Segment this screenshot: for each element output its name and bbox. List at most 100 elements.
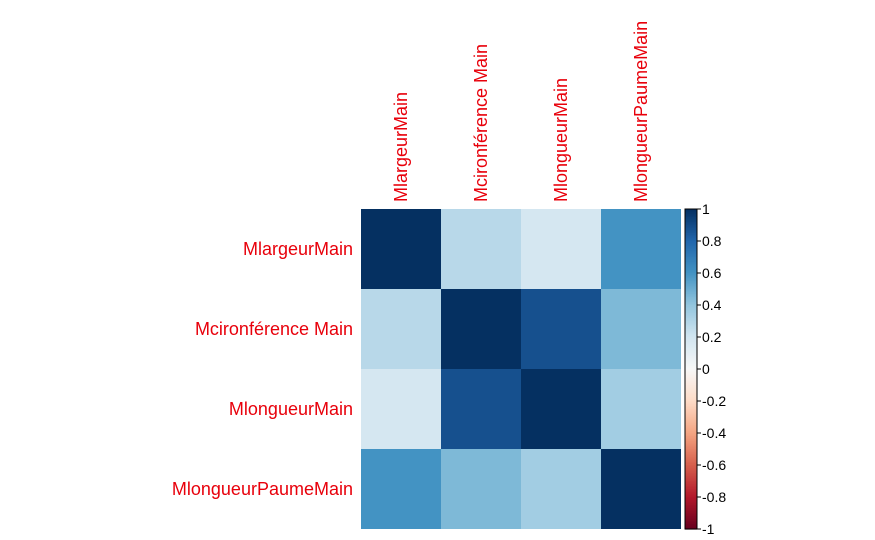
colorbar-segment <box>685 236 697 239</box>
colorbar-segment <box>685 418 697 421</box>
colorbar-segment <box>685 361 697 364</box>
colorbar-segment <box>685 410 697 413</box>
colorbar-segment <box>685 314 697 317</box>
colorbar-segment <box>685 405 697 408</box>
colorbar-segment <box>685 493 697 496</box>
colorbar-segment <box>685 298 697 301</box>
colorbar-segment <box>685 482 697 485</box>
row-label: Mcironférence Main <box>195 319 353 339</box>
colorbar-segment <box>685 321 697 324</box>
colorbar-segment <box>685 220 697 223</box>
colorbar-segment <box>685 349 697 352</box>
colorbar-segment <box>685 234 697 237</box>
colorbar-segment <box>685 217 697 220</box>
colorbar-segment <box>685 402 697 405</box>
colorbar-segment <box>685 505 697 508</box>
colorbar-segment <box>685 223 697 226</box>
colorbar-segment <box>685 293 697 296</box>
colorbar-segment <box>685 365 697 368</box>
colorbar-segment <box>685 303 697 306</box>
colorbar-segment <box>685 305 697 308</box>
colorbar-segment <box>685 279 697 282</box>
colorbar-segment <box>685 431 697 434</box>
colorbar-segment <box>685 343 697 346</box>
colorbar-segment <box>685 309 697 312</box>
colorbar-segment <box>685 332 697 335</box>
colorbar-segment <box>685 255 697 258</box>
colorbar-segment <box>685 226 697 229</box>
colorbar-segment <box>685 242 697 245</box>
colorbar-segment <box>685 412 697 415</box>
colorbar-segment <box>685 439 697 442</box>
colorbar-segment <box>685 277 697 280</box>
colorbar-segment <box>685 457 697 460</box>
colorbar-segment <box>685 377 697 380</box>
colorbar-segment <box>685 273 697 276</box>
colorbar-segment <box>685 516 697 519</box>
colorbar-segment <box>685 389 697 392</box>
colorbar-segment <box>685 274 697 277</box>
heatmap-cell <box>601 369 681 449</box>
heatmap-cell <box>521 449 601 529</box>
heatmap-cell <box>361 209 441 289</box>
colorbar-segment <box>685 325 697 328</box>
colorbar-segment <box>685 213 697 216</box>
colorbar-segment <box>685 209 697 212</box>
colorbar-segment <box>685 289 697 292</box>
colorbar-tick-label: 1 <box>702 201 710 217</box>
colorbar-segment <box>685 351 697 354</box>
colorbar-tick-label: 0.8 <box>702 233 722 249</box>
colorbar-segment <box>685 261 697 264</box>
heatmap-cells <box>361 209 681 529</box>
colorbar: 1 0.8 0.6 0.4 0.2 0 -0.2 -0.4 -0.6 -0.8 -1 <box>684 201 726 537</box>
heatmap-cell <box>441 209 521 289</box>
colorbar-segment <box>685 229 697 232</box>
colorbar-segment <box>685 225 697 228</box>
colorbar-segment <box>685 245 697 248</box>
colorbar-segment <box>685 319 697 322</box>
colorbar-segment <box>685 388 697 391</box>
heatmap-cell <box>441 369 521 449</box>
colorbar-segment <box>685 373 697 376</box>
heatmap-cell <box>441 449 521 529</box>
colorbar-segment <box>685 524 697 527</box>
colorbar-segment <box>685 221 697 224</box>
colorbar-segment <box>685 442 697 445</box>
heatmap-cell <box>521 289 601 369</box>
heatmap-cell <box>361 449 441 529</box>
colorbar-segment <box>685 463 697 466</box>
colorbar-segment <box>685 436 697 439</box>
colorbar-segment <box>685 295 697 298</box>
colorbar-segment <box>685 341 697 344</box>
colorbar-segment <box>685 485 697 488</box>
colorbar-segment <box>685 260 697 263</box>
colorbar-segment <box>685 476 697 479</box>
colorbar-tick-label: -1 <box>702 521 715 537</box>
colorbar-segment <box>685 338 697 341</box>
colorbar-tick-label: -0.8 <box>702 489 726 505</box>
column-label: MlongueurMain <box>551 78 571 202</box>
colorbar-tick-label: -0.6 <box>702 457 726 473</box>
colorbar-segment <box>685 281 697 284</box>
colorbar-segment <box>685 425 697 428</box>
colorbar-segment <box>685 257 697 260</box>
column-label: MlongueurPaumeMain <box>631 21 651 202</box>
colorbar-segment <box>685 362 697 365</box>
colorbar-segment <box>685 445 697 448</box>
colorbar-segment <box>685 393 697 396</box>
colorbar-segment <box>685 460 697 463</box>
colorbar-segment <box>685 348 697 351</box>
colorbar-segment <box>685 386 697 389</box>
colorbar-segment <box>685 479 697 482</box>
colorbar-segment <box>685 266 697 269</box>
colorbar-segment <box>685 253 697 256</box>
heatmap-cell <box>441 289 521 369</box>
colorbar-segment <box>685 297 697 300</box>
colorbar-segment <box>685 250 697 253</box>
colorbar-segment <box>685 215 697 218</box>
colorbar-segment <box>685 269 697 272</box>
colorbar-segment <box>685 375 697 378</box>
heatmap-cell <box>521 369 601 449</box>
colorbar-segment <box>685 522 697 525</box>
colorbar-segment <box>685 434 697 437</box>
